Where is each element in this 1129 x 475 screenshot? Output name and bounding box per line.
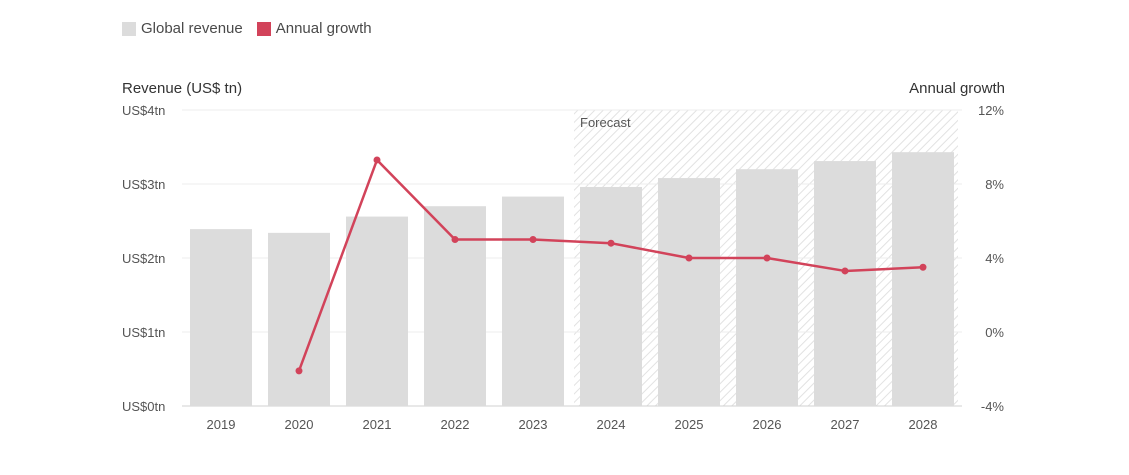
- legend-label-growth: Annual growth: [275, 20, 372, 37]
- left-axis-title: Revenue (US$ tn): [122, 80, 243, 97]
- x-tick-2020: 2020: [285, 417, 314, 432]
- growth-point-2021: [373, 156, 381, 164]
- y-tick-right: -4%: [981, 399, 1005, 414]
- x-tick-2023: 2023: [519, 417, 548, 432]
- x-tick-2024: 2024: [597, 417, 626, 432]
- y-tick-left: US$4tn: [122, 103, 165, 118]
- x-tick-2027: 2027: [831, 417, 860, 432]
- growth-point-2022: [451, 236, 459, 243]
- y-tick-right: 4%: [985, 251, 1004, 266]
- legend: Global revenue Annual growth: [122, 20, 372, 37]
- bar-2023: [502, 196, 564, 406]
- growth-point-2025: [685, 254, 693, 262]
- y-tick-right: 0%: [985, 325, 1004, 340]
- x-tick-2019: 2019: [207, 417, 236, 432]
- legend-swatch-growth: [256, 21, 271, 36]
- growth-point-2028: [919, 263, 927, 271]
- bar-2019: [190, 229, 252, 406]
- growth-point-2024: [607, 239, 615, 247]
- growth-point-2027: [841, 267, 849, 275]
- legend-item-growth: Annual growth: [256, 20, 372, 37]
- growth-point-2026: [763, 254, 771, 262]
- bar-2025: [658, 178, 720, 406]
- growth-point-2020: [295, 367, 303, 375]
- legend-label-revenue: Global revenue: [141, 20, 243, 37]
- x-tick-2022: 2022: [441, 417, 470, 432]
- y-tick-left: US$1tn: [122, 325, 165, 340]
- y-tick-left: US$3tn: [122, 177, 165, 192]
- y-tick-left: US$2tn: [122, 251, 165, 266]
- legend-item-revenue: Global revenue: [122, 20, 243, 37]
- x-tick-2028: 2028: [909, 417, 938, 432]
- bar-2021: [346, 216, 408, 406]
- x-tick-2025: 2025: [675, 417, 704, 432]
- x-tick-2021: 2021: [363, 417, 392, 432]
- bar-2028: [892, 152, 954, 406]
- x-tick-2026: 2026: [753, 417, 782, 432]
- bar-2027: [814, 161, 876, 406]
- growth-point-2023: [529, 236, 537, 243]
- bar-2026: [736, 169, 798, 406]
- legend-swatch-revenue: [122, 21, 136, 36]
- y-tick-right: 8%: [985, 177, 1004, 192]
- forecast-label: Forecast: [580, 115, 631, 130]
- right-axis-title: Annual growth: [909, 80, 1005, 97]
- y-tick-left: US$0tn: [122, 399, 165, 414]
- bar-2024: [580, 186, 642, 406]
- y-tick-right: 12%: [978, 103, 1004, 118]
- bar-2020: [268, 232, 330, 406]
